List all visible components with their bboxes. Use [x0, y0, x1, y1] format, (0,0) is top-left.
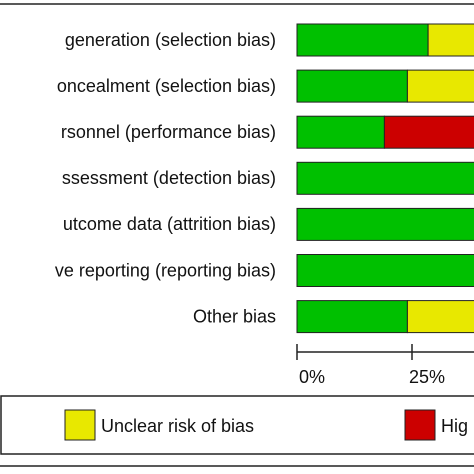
legend-label: Unclear risk of bias [101, 416, 254, 436]
category-label: ssessment (detection bias) [62, 168, 276, 188]
bar-segment [296, 300, 408, 334]
bar-segment [406, 69, 474, 103]
x-tick-label: 25% [409, 367, 445, 387]
bar-segment [296, 23, 429, 57]
category-label: utcome data (attrition bias) [63, 214, 276, 234]
bar-segment [296, 115, 385, 149]
bar-segment [296, 69, 408, 103]
category-label: rsonnel (performance bias) [61, 122, 276, 142]
bar-segment [296, 161, 474, 195]
legend-swatch [404, 409, 436, 441]
category-label: generation (selection bias) [65, 30, 276, 50]
category-label: Other bias [193, 306, 276, 326]
category-label: oncealment (selection bias) [57, 76, 276, 96]
legend-box [0, 395, 474, 455]
bar-segment [406, 300, 474, 334]
bar-segment [427, 23, 474, 57]
bar-segment [383, 115, 474, 149]
legend-swatch [64, 409, 96, 441]
bar-segment [296, 207, 474, 241]
x-tick-label: 0% [299, 367, 325, 387]
category-label: ve reporting (reporting bias) [55, 260, 276, 280]
bar-segment [296, 254, 474, 287]
legend-label: Hig [441, 416, 468, 436]
